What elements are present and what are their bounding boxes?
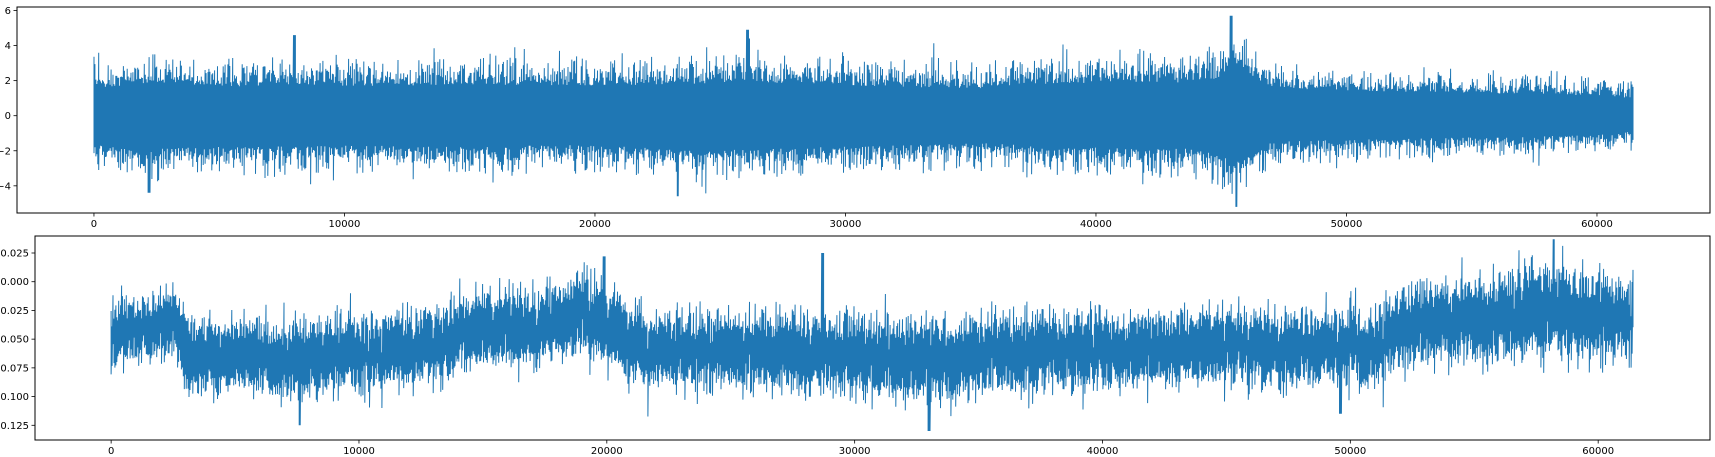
x-tick-label: 60000	[1582, 446, 1614, 457]
y-tick-label: −0.125	[0, 421, 29, 432]
x-tick-label: 60000	[1581, 219, 1613, 230]
bottom-x-axis: 0 10000 20000 30000 40000 50000 60000	[108, 440, 1614, 457]
x-tick-label: 20000	[579, 219, 611, 230]
x-tick-label: 0	[91, 219, 97, 230]
x-tick-label: 30000	[830, 219, 862, 230]
bottom-axes-frame	[34, 235, 1711, 441]
y-tick-label: 6	[5, 6, 11, 17]
y-tick-label: 0	[5, 111, 11, 122]
y-tick-label: −0.025	[0, 306, 29, 317]
y-tick-label: 0.000	[0, 277, 29, 288]
y-tick-label: −0.075	[0, 363, 29, 374]
x-tick-label: 40000	[1080, 219, 1112, 230]
x-tick-label: 50000	[1334, 446, 1366, 457]
top-signal-line	[93, 15, 1634, 207]
y-tick-label: −4	[0, 181, 11, 192]
x-tick-label: 10000	[343, 446, 375, 457]
x-tick-label: 20000	[591, 446, 623, 457]
y-tick-label: −2	[0, 146, 11, 157]
bottom-signal-plot: −0.125 −0.100 −0.075 −0.050 −0.025 0.000 0.025…	[0, 235, 1711, 457]
top-axes-frame	[16, 6, 1711, 214]
x-tick-label: 50000	[1331, 219, 1363, 230]
top-x-axis: 0 10000 20000 30000 40000 50000 60000	[91, 213, 1613, 230]
x-tick-label: 30000	[839, 446, 871, 457]
bottom-signal-line	[110, 239, 1634, 432]
x-tick-label: 0	[108, 446, 114, 457]
x-tick-label: 40000	[1087, 446, 1119, 457]
bottom-y-axis: −0.125 −0.100 −0.075 −0.050 −0.025 0.000 0.025	[0, 249, 35, 432]
top-y-axis: −4 −2 0 2 4 6	[0, 6, 17, 192]
y-tick-label: 2	[5, 76, 11, 87]
x-tick-label: 10000	[329, 219, 361, 230]
y-tick-label: 0.025	[0, 249, 29, 260]
y-tick-label: 4	[5, 41, 11, 52]
y-tick-label: −0.100	[0, 392, 29, 403]
top-signal-plot: −4 −2 0 2 4 6 0 10000 20000 30000 40000 50000 60000	[0, 6, 1711, 230]
y-tick-label: −0.050	[0, 335, 29, 346]
